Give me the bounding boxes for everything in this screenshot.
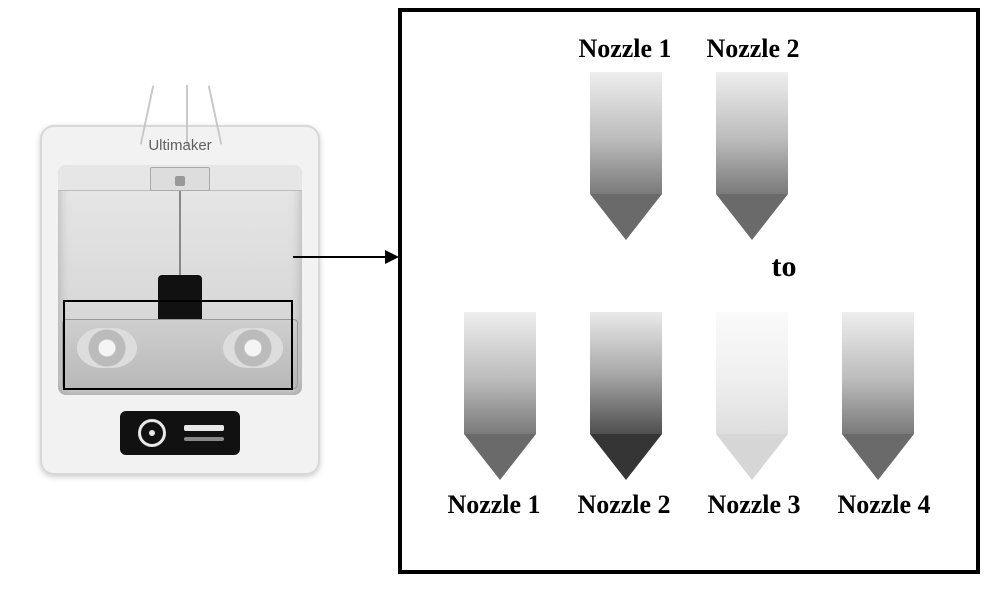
- top-nozzle-row: [402, 72, 976, 240]
- filament-wire-icon: [186, 85, 188, 145]
- nozzle-icon: [578, 312, 674, 480]
- printer-control-panel: [120, 411, 240, 455]
- bottom-row-labels: Nozzle 1 Nozzle 2 Nozzle 3 Nozzle 4: [402, 490, 976, 520]
- nozzle-label: Nozzle 1: [570, 34, 680, 64]
- nozzle-label: Nozzle 3: [692, 490, 816, 520]
- transition-label: to: [402, 250, 976, 284]
- nozzle-icon: [830, 312, 926, 480]
- nozzle-label: Nozzle 2: [562, 490, 686, 520]
- display-line-icon: [184, 437, 224, 441]
- spool-icon: [77, 328, 137, 368]
- to-text: to: [772, 250, 797, 283]
- figure: Ultimaker No: [0, 0, 1000, 591]
- dial-icon: [138, 419, 166, 447]
- callout-arrow-line: [293, 256, 387, 258]
- printer-build-chamber: [58, 165, 302, 395]
- build-plate-icon: [62, 319, 298, 389]
- nozzle-icon: [704, 72, 800, 240]
- printer-body: Ultimaker: [40, 125, 320, 475]
- printer-illustration: Ultimaker: [30, 55, 330, 475]
- bottom-nozzle-row: [402, 312, 976, 480]
- filament-wire-icon: [140, 85, 154, 144]
- nozzle-label: Nozzle 2: [698, 34, 808, 64]
- nozzle-icon: [578, 72, 674, 240]
- nozzle-label: Nozzle 4: [822, 490, 946, 520]
- display-line-icon: [184, 425, 224, 431]
- nozzle-diagram-panel: Nozzle 1 Nozzle 2 to: [398, 8, 980, 574]
- nozzle-label: Nozzle 1: [432, 490, 556, 520]
- callout-arrow-head-icon: [385, 250, 399, 264]
- top-row-labels: Nozzle 1 Nozzle 2: [402, 34, 976, 64]
- nozzle-icon: [452, 312, 548, 480]
- spool-icon: [223, 328, 283, 368]
- printer-brand-label: Ultimaker: [40, 137, 320, 154]
- gantry-icon: [58, 165, 302, 191]
- printhead-icon: [150, 167, 210, 191]
- nozzle-icon: [704, 312, 800, 480]
- filament-wire-icon: [207, 85, 221, 144]
